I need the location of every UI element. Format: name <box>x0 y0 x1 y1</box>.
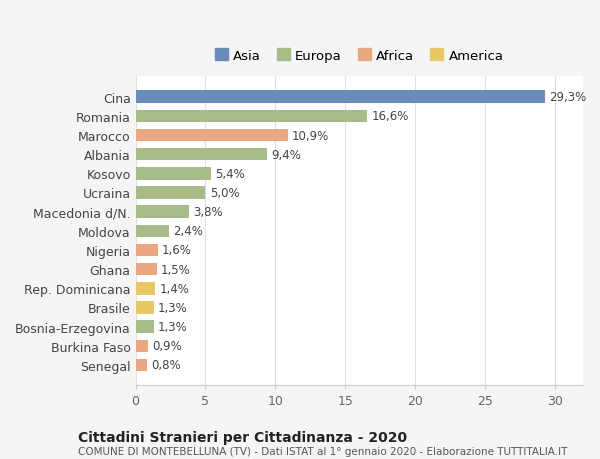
Text: 9,4%: 9,4% <box>271 148 301 161</box>
Text: 1,3%: 1,3% <box>158 320 188 333</box>
Text: 1,5%: 1,5% <box>161 263 191 276</box>
Bar <box>136 340 148 352</box>
Text: 1,4%: 1,4% <box>160 282 189 295</box>
Text: 10,9%: 10,9% <box>292 129 329 142</box>
Text: 0,8%: 0,8% <box>151 358 181 372</box>
Bar <box>136 168 211 180</box>
Bar <box>136 321 154 333</box>
Bar <box>136 302 154 314</box>
Text: 3,8%: 3,8% <box>193 206 223 218</box>
Text: 5,4%: 5,4% <box>215 168 245 180</box>
Text: 1,6%: 1,6% <box>162 244 192 257</box>
Bar <box>136 187 205 199</box>
Text: 0,9%: 0,9% <box>152 340 182 353</box>
Bar <box>136 149 267 161</box>
Bar <box>136 129 288 142</box>
Bar <box>136 111 367 123</box>
Bar <box>136 225 169 237</box>
Text: 29,3%: 29,3% <box>549 91 586 104</box>
Text: 1,3%: 1,3% <box>158 301 188 314</box>
Text: 16,6%: 16,6% <box>371 110 409 123</box>
Legend: Asia, Europa, Africa, America: Asia, Europa, Africa, America <box>209 44 509 68</box>
Text: COMUNE DI MONTEBELLUNA (TV) - Dati ISTAT al 1° gennaio 2020 - Elaborazione TUTTI: COMUNE DI MONTEBELLUNA (TV) - Dati ISTAT… <box>78 447 568 456</box>
Text: 2,4%: 2,4% <box>173 225 203 238</box>
Text: Cittadini Stranieri per Cittadinanza - 2020: Cittadini Stranieri per Cittadinanza - 2… <box>78 430 407 444</box>
Text: 5,0%: 5,0% <box>209 187 239 200</box>
Bar <box>136 359 147 371</box>
Bar <box>136 244 158 257</box>
Bar <box>136 206 188 218</box>
Bar <box>136 282 155 295</box>
Bar <box>136 91 545 104</box>
Bar <box>136 263 157 276</box>
